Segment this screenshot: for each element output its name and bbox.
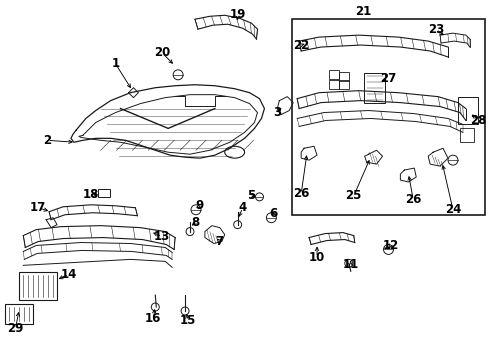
- Text: 28: 28: [469, 114, 486, 127]
- Text: 20: 20: [154, 46, 170, 59]
- Text: 26: 26: [404, 193, 421, 206]
- Text: 1: 1: [111, 57, 120, 71]
- Text: 9: 9: [195, 199, 203, 212]
- Text: 12: 12: [382, 239, 398, 252]
- Text: 3: 3: [273, 106, 281, 119]
- Text: 16: 16: [145, 312, 161, 325]
- Text: 11: 11: [342, 258, 358, 271]
- Text: 27: 27: [380, 72, 396, 85]
- Bar: [457, 96, 477, 125]
- Text: 18: 18: [82, 188, 99, 201]
- Text: 19: 19: [229, 8, 245, 21]
- Bar: [292, 19, 484, 215]
- Bar: [328, 70, 338, 79]
- Text: 14: 14: [61, 268, 77, 281]
- Text: 5: 5: [247, 189, 255, 202]
- Bar: [328, 80, 338, 89]
- Bar: [363, 73, 385, 103]
- Text: 8: 8: [190, 216, 199, 229]
- Text: 25: 25: [345, 189, 361, 202]
- Text: 23: 23: [427, 23, 443, 36]
- Bar: [338, 72, 348, 81]
- Text: 17: 17: [30, 201, 46, 214]
- Bar: [20, 272, 57, 300]
- Text: 6: 6: [269, 207, 277, 220]
- Text: 22: 22: [292, 39, 308, 51]
- Text: 29: 29: [7, 322, 23, 336]
- Text: 2: 2: [43, 134, 51, 147]
- Text: 21: 21: [355, 5, 371, 18]
- Text: 13: 13: [154, 230, 170, 243]
- Text: 26: 26: [292, 188, 309, 201]
- Text: 4: 4: [238, 201, 246, 214]
- Bar: [338, 80, 348, 89]
- Bar: [98, 189, 109, 197]
- Text: 15: 15: [180, 314, 196, 327]
- Text: 7: 7: [215, 235, 224, 248]
- Bar: [459, 129, 473, 142]
- Text: 10: 10: [308, 251, 325, 264]
- Bar: [5, 304, 33, 324]
- Text: 24: 24: [444, 203, 460, 216]
